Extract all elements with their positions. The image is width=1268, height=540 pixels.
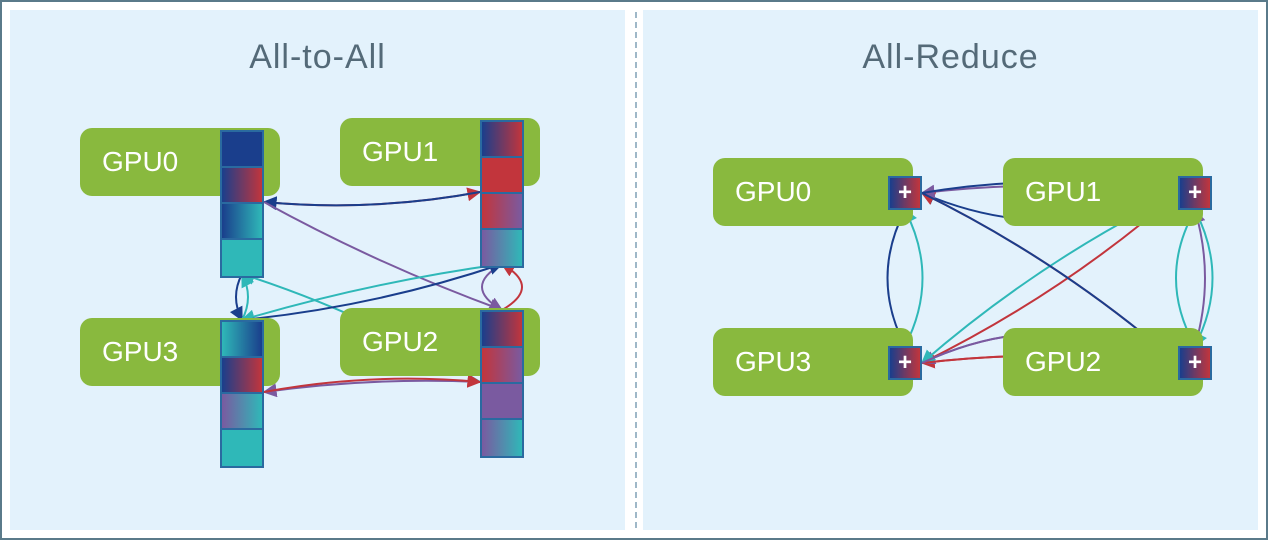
gpu-box: GPU3: [713, 328, 913, 396]
data-cell: [222, 394, 262, 430]
data-cell: [482, 194, 522, 230]
data-cell: [222, 430, 262, 466]
panel-divider: [635, 12, 637, 528]
data-cell: [482, 230, 522, 266]
data-cell: [482, 312, 522, 348]
data-cell: [482, 122, 522, 158]
data-cell: [482, 384, 522, 420]
title-left: All-to-All: [10, 38, 625, 77]
data-cell: [482, 158, 522, 194]
data-cell: [222, 204, 262, 240]
diagram-root: All-to-All GPU0GPU1GPU2GPU3 All-Reduce G…: [0, 0, 1268, 540]
data-cell: [222, 168, 262, 204]
data-cell: [222, 132, 262, 168]
gpu-box: GPU0: [713, 158, 913, 226]
data-stack: [480, 310, 524, 458]
plus-icon: +: [1178, 176, 1212, 210]
data-stack: [220, 130, 264, 278]
data-cell: [222, 240, 262, 276]
data-stack: [480, 120, 524, 268]
data-stack: [220, 320, 264, 468]
plus-icon: +: [888, 176, 922, 210]
data-cell: [482, 420, 522, 456]
data-cell: [222, 322, 262, 358]
arrows-right: [643, 10, 1258, 530]
gpu-box: GPU2: [1003, 328, 1203, 396]
data-cell: [482, 348, 522, 384]
title-right: All-Reduce: [643, 38, 1258, 77]
data-cell: [222, 358, 262, 394]
panel-all-reduce: All-Reduce GPU0+GPU1+GPU2+GPU3+: [643, 10, 1258, 530]
plus-icon: +: [888, 346, 922, 380]
gpu-box: GPU1: [1003, 158, 1203, 226]
panel-all-to-all: All-to-All GPU0GPU1GPU2GPU3: [10, 10, 625, 530]
plus-icon: +: [1178, 346, 1212, 380]
arrows-left: [10, 10, 625, 530]
